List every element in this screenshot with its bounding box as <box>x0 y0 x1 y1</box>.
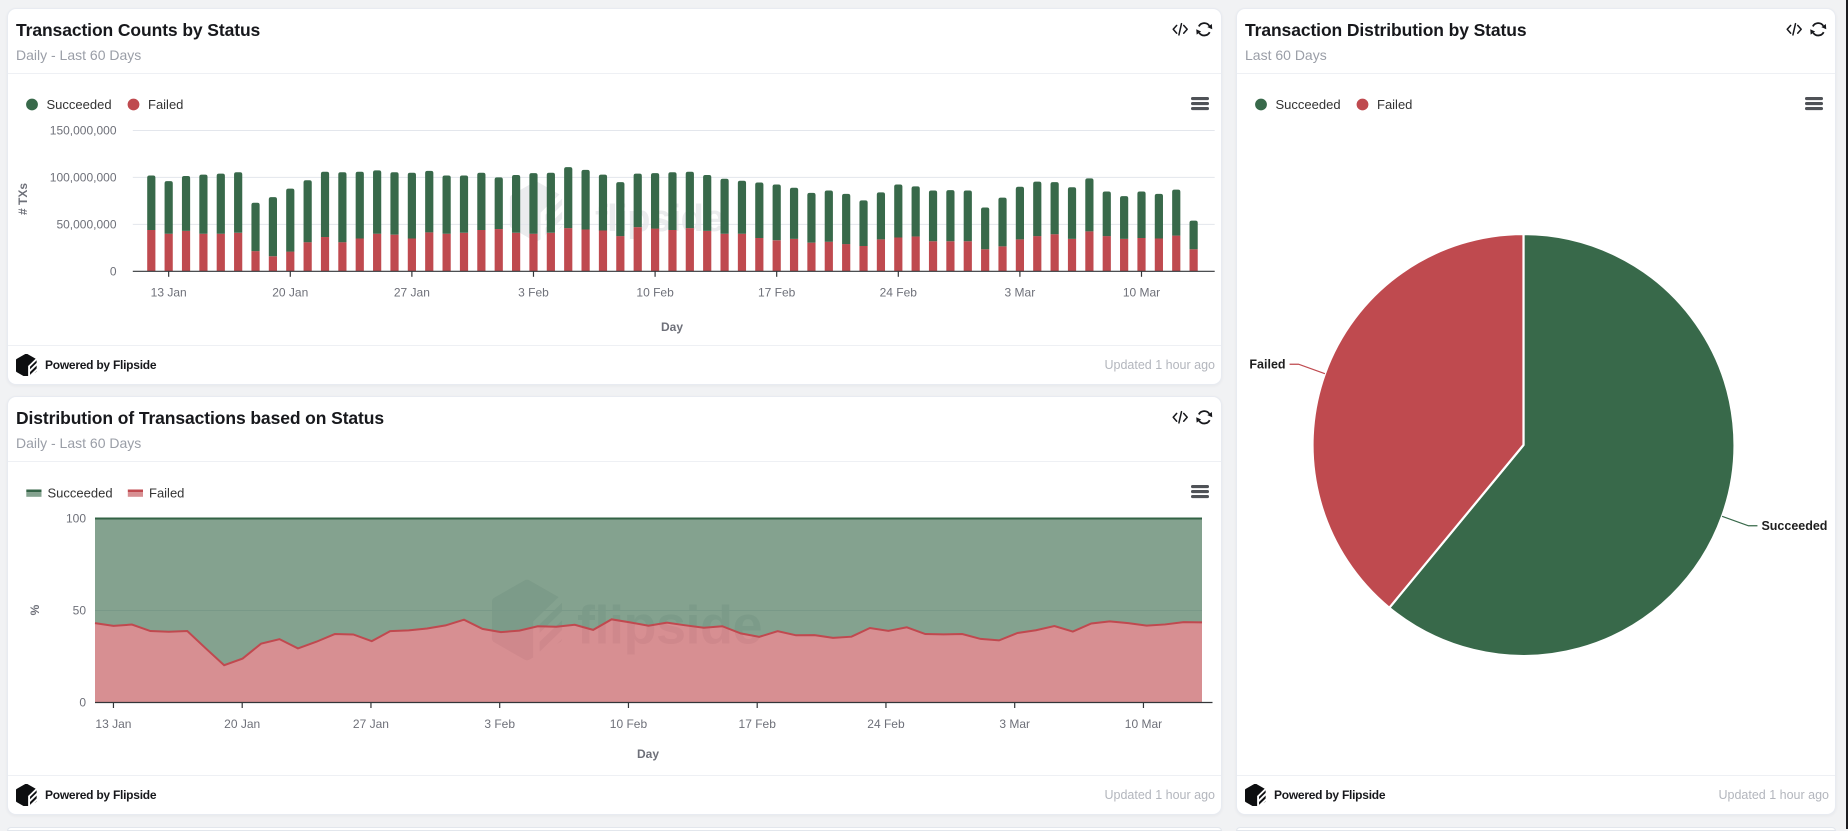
svg-text:%: % <box>28 604 42 615</box>
svg-text:0: 0 <box>79 696 86 710</box>
svg-text:50,000,000: 50,000,000 <box>56 218 116 232</box>
svg-text:3 Feb: 3 Feb <box>484 717 515 731</box>
svg-text:Day: Day <box>661 320 683 334</box>
svg-text:Failed: Failed <box>148 97 183 112</box>
svg-text:Day: Day <box>637 747 659 761</box>
svg-text:10 Feb: 10 Feb <box>610 717 648 731</box>
svg-text:150,000,000: 150,000,000 <box>50 124 117 138</box>
svg-text:3 Mar: 3 Mar <box>1005 286 1036 300</box>
svg-text:24 Feb: 24 Feb <box>867 717 905 731</box>
svg-text:17 Feb: 17 Feb <box>739 717 777 731</box>
svg-text:27 Jan: 27 Jan <box>353 717 389 731</box>
svg-text:24 Feb: 24 Feb <box>880 286 918 300</box>
svg-text:20 Jan: 20 Jan <box>224 717 260 731</box>
svg-text:Failed: Failed <box>149 486 184 501</box>
svg-text:50: 50 <box>73 604 87 618</box>
svg-text:Failed: Failed <box>1249 358 1285 372</box>
svg-text:17 Feb: 17 Feb <box>758 286 796 300</box>
svg-text:13 Jan: 13 Jan <box>151 286 187 300</box>
svg-text:27 Jan: 27 Jan <box>394 286 430 300</box>
svg-text:20 Jan: 20 Jan <box>272 286 308 300</box>
svg-text:# TXs: # TXs <box>16 183 30 215</box>
svg-text:100,000,000: 100,000,000 <box>50 171 117 185</box>
svg-text:3 Mar: 3 Mar <box>999 717 1030 731</box>
svg-text:Succeeded: Succeeded <box>1761 519 1827 533</box>
svg-text:0: 0 <box>110 265 117 279</box>
svg-text:100: 100 <box>66 512 86 526</box>
svg-text:Succeeded: Succeeded <box>47 97 112 112</box>
svg-text:Succeeded: Succeeded <box>48 486 113 501</box>
svg-text:10 Mar: 10 Mar <box>1123 286 1160 300</box>
svg-text:3 Feb: 3 Feb <box>518 286 549 300</box>
svg-text:Succeeded: Succeeded <box>1276 97 1341 112</box>
svg-text:13 Jan: 13 Jan <box>95 717 131 731</box>
svg-text:10 Mar: 10 Mar <box>1125 717 1162 731</box>
svg-text:10 Feb: 10 Feb <box>636 286 674 300</box>
svg-text:Failed: Failed <box>1377 97 1412 112</box>
